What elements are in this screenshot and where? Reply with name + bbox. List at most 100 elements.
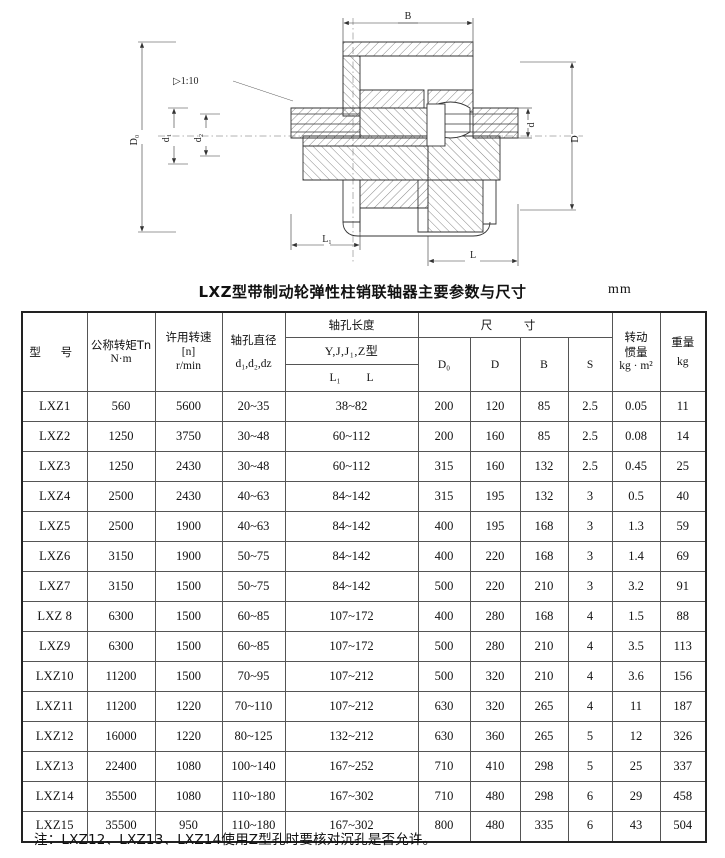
col-header-inertia-l1: 转动	[624, 330, 648, 345]
cell-D0: 500	[417, 661, 471, 692]
cell-bore_len: 38~82	[284, 391, 419, 422]
cell-inertia: 43	[611, 811, 661, 842]
header-row-3: L₁ L	[22, 364, 706, 392]
cell-S: 3	[567, 571, 613, 602]
cell-bore_len: 132~212	[284, 721, 419, 752]
cell-speed: 1080	[154, 751, 223, 782]
cell-D0: 400	[417, 601, 471, 632]
cell-D0: 200	[417, 421, 471, 452]
cell-torque: 2500	[86, 511, 156, 542]
cell-S: 2.5	[567, 391, 613, 422]
cell-S: 6	[567, 811, 613, 842]
cell-B: 132	[519, 481, 569, 512]
cell-B: 210	[519, 631, 569, 662]
cell-B: 168	[519, 541, 569, 572]
dim-label-B: B	[404, 11, 411, 22]
cell-D: 120	[469, 391, 521, 422]
cell-D: 480	[469, 781, 521, 812]
col-header-bore-length-text: 轴孔长度	[328, 317, 375, 332]
dim-label-d1: d₁	[161, 134, 172, 143]
cell-bore_dia: 110~180	[221, 811, 286, 842]
dim-label-d2: d₂	[193, 134, 204, 143]
cell-B: 265	[519, 721, 569, 752]
spec-table-wrapper: 型 号 公称转矩Tn N·m 许用转速 [n] r/min 轴孔直径 d₁,d₂…	[21, 311, 708, 843]
cell-D: 320	[469, 661, 521, 692]
page-title: LXZ型带制动轮弹性柱销联轴器主要参数与尺寸	[198, 283, 527, 301]
cell-weight: 326	[659, 721, 707, 752]
cell-B: 168	[519, 511, 569, 542]
cell-weight: 113	[659, 631, 707, 662]
col-header-L-text: L	[366, 371, 374, 384]
cell-S: 4	[567, 631, 613, 662]
dim-label-d: d	[526, 123, 537, 128]
cell-bore_len: 107~172	[284, 631, 419, 662]
cell-bore_len: 167~302	[284, 811, 419, 842]
cell-D0: 710	[417, 751, 471, 782]
col-header-B-text: B	[540, 358, 548, 371]
cell-bore_len: 84~142	[284, 511, 419, 542]
table-row: LXZ3 1250 2430 30~48 60~112 315 160 132 2.5 0.45 2…	[21, 451, 707, 482]
table-row: LXZ13 22400 1080 100~140 167~252 710 410 298 5 25…	[21, 751, 707, 782]
cell-model: LXZ3	[21, 451, 88, 482]
table-row: LXZ15 35500 950 110~180 167~302 800 480 335 6 43 5…	[21, 811, 707, 842]
col-header-model: 型 号	[21, 311, 88, 392]
cell-S: 3	[567, 481, 613, 512]
table-footnote: 注：LXZ12、LXZ13、LXZ14使用Z型孔时要核对沉孔是否允许。	[34, 832, 437, 848]
table-row: LXZ11 11200 1220 70~110 107~212 630 320 265 4 11 1…	[21, 691, 707, 722]
cell-D0: 630	[417, 721, 471, 752]
cell-speed: 3750	[154, 421, 223, 452]
cell-weight: 458	[659, 781, 707, 812]
table-row: LXZ7 3150 1500 50~75 84~142 500 220 210 3 3.2 91	[21, 571, 707, 602]
cell-inertia: 1.4	[611, 541, 661, 572]
cell-S: 4	[567, 691, 613, 722]
cell-torque: 1250	[86, 421, 156, 452]
cell-D0: 710	[417, 781, 471, 812]
col-header-D0: D₀	[417, 337, 471, 392]
col-header-weight-l2: kg	[677, 356, 689, 368]
cell-S: 3	[567, 511, 613, 542]
cell-B: 298	[519, 751, 569, 782]
cell-S: 3	[567, 541, 613, 572]
table-head: 型 号 公称转矩Tn N·m 许用转速 [n] r/min 轴孔直径 d₁,d₂…	[21, 311, 707, 392]
col-header-weight-l1: 重量	[671, 334, 695, 349]
table-row: LXZ1 560 5600 20~35 38~82 200 120 85 2.5 0.05 11	[21, 391, 707, 422]
cell-model: LXZ1	[21, 391, 88, 422]
cell-bore_dia: 80~125	[221, 721, 286, 752]
dim-label-L1: L₁	[322, 234, 332, 245]
col-header-D: D	[469, 337, 521, 392]
cell-D: 195	[469, 481, 521, 512]
cell-D0: 315	[417, 481, 471, 512]
dim-label-taper: ▷1:10	[173, 76, 198, 87]
cell-weight: 25	[659, 451, 707, 482]
cell-bore_len: 84~142	[284, 541, 419, 572]
col-header-bore-length: 轴孔长度	[284, 311, 419, 338]
top-cutoff-text: · ·· ······ ······· ····	[500, 0, 700, 4]
col-header-dimensions: 尺 寸	[417, 311, 613, 338]
col-header-torque-l1: 公称转矩Tn	[90, 337, 152, 352]
col-header-dimensions-text: 尺 寸	[480, 317, 550, 332]
coupling-technical-drawing: B ▷1:10	[0, 4, 725, 272]
col-header-D0-text: D₀	[437, 358, 451, 371]
cell-bore_dia: 60~85	[221, 631, 286, 662]
cell-weight: 88	[659, 601, 707, 632]
cell-bore_dia: 110~180	[221, 781, 286, 812]
cell-bore_dia: 50~75	[221, 541, 286, 572]
cell-speed: 1080	[154, 781, 223, 812]
cell-inertia: 0.5	[611, 481, 661, 512]
col-header-bore-length-sublabels: L₁ L	[284, 364, 419, 392]
col-header-inertia: 转动 惯量 kg · m²	[611, 311, 661, 392]
cell-bore_len: 84~142	[284, 481, 419, 512]
cell-model: LXZ13	[21, 751, 88, 782]
col-header-inertia-l3: kg · m²	[619, 360, 653, 373]
cell-B: 132	[519, 451, 569, 482]
cell-speed: 1500	[154, 571, 223, 602]
cell-bore_dia: 60~85	[221, 601, 286, 632]
col-header-weight: 重量 kg	[659, 311, 707, 392]
cell-weight: 91	[659, 571, 707, 602]
dim-label-L: L	[469, 250, 475, 261]
cell-torque: 35500	[86, 811, 156, 842]
table-row: LXZ14 35500 1080 110~180 167~302 710 480 298 6 29…	[21, 781, 707, 812]
cell-D0: 500	[417, 631, 471, 662]
cell-bore_len: 60~112	[284, 421, 419, 452]
cell-S: 6	[567, 781, 613, 812]
